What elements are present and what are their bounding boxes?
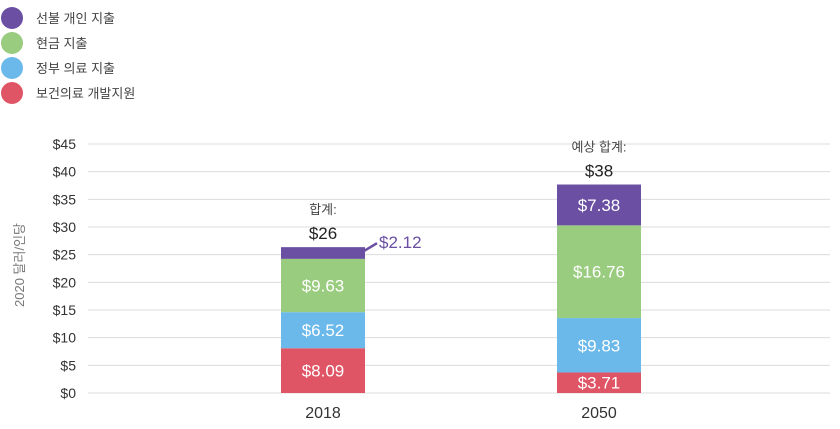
y-axis: $0 $5 $10 $15 $20 $25 $30 $35 $40 $45 — [53, 136, 77, 401]
y-tick-label: $25 — [53, 247, 77, 263]
value-labels: $8.09 $6.52 $9.63 $2.12 합계: $26 $3.71 $9.83 $16.… — [302, 140, 627, 393]
legend-marker — [1, 82, 23, 104]
y-tick-label: $5 — [60, 357, 76, 373]
bar-segment — [557, 184, 641, 226]
legend-label: 선불 개인 지출 — [36, 11, 115, 26]
legend-marker — [1, 32, 23, 54]
total-value: $38 — [585, 162, 613, 181]
grid-lines — [88, 143, 830, 394]
y-tick-label: $0 — [60, 385, 76, 401]
bar-value-label: $8.09 — [302, 362, 345, 381]
y-axis-label: 2020 달러/인당 — [12, 223, 27, 307]
x-axis: 2018 2050 — [305, 405, 617, 422]
legend-marker — [1, 7, 23, 29]
bar-segment — [557, 225, 641, 319]
bar-segment — [557, 318, 641, 373]
total-caption: 예상 합계: — [571, 140, 626, 155]
bar-segment — [281, 348, 365, 393]
y-tick-label: $15 — [53, 302, 77, 318]
bar-value-label: $2.12 — [379, 233, 422, 252]
bar-value-label: $3.71 — [578, 374, 621, 393]
y-tick-label: $10 — [53, 330, 77, 346]
total-caption: 합계: — [309, 202, 337, 217]
y-tick-label: $35 — [53, 191, 77, 207]
bar-value-label: $6.52 — [302, 321, 345, 340]
bar-value-label: $9.63 — [302, 277, 345, 296]
y-tick-label: $20 — [53, 274, 77, 290]
legend-label: 정부 의료 지출 — [36, 61, 115, 76]
bar-value-label: $16.76 — [573, 263, 625, 282]
bar-segment — [281, 258, 365, 313]
bar-segment — [557, 372, 641, 393]
bar-value-label: $7.38 — [578, 196, 621, 215]
y-tick-label: $40 — [53, 164, 77, 180]
legend-marker — [1, 57, 23, 79]
x-tick-label: 2050 — [581, 405, 617, 422]
bar-segment — [281, 312, 365, 349]
legend-label: 현금 지출 — [36, 36, 87, 51]
x-tick-label: 2018 — [305, 405, 341, 422]
label-leader-line — [358, 242, 378, 256]
total-value: $26 — [309, 224, 337, 243]
bars — [281, 184, 641, 393]
legend-label: 보건의료 개발지원 — [36, 86, 135, 101]
y-tick-label: $30 — [53, 219, 77, 235]
bar-value-label: $9.83 — [578, 336, 621, 355]
y-tick-label: $45 — [53, 136, 77, 152]
bar-segment — [281, 247, 365, 259]
